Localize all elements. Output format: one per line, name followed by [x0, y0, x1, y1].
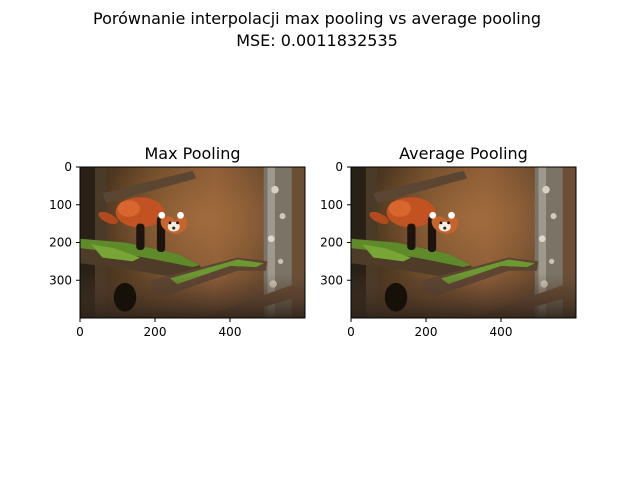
figure-title: Porównanie interpolacji max pooling vs a… — [93, 9, 541, 28]
x-tick-label: 200 — [144, 325, 167, 339]
y-tick-label: 0 — [335, 160, 343, 174]
axes-max-pooling: Max Pooling 0 200 400 0 100 200 300 — [49, 144, 306, 339]
y-tick-label: 200 — [49, 236, 72, 250]
image-max-pooling — [80, 167, 305, 318]
image-average-pooling — [351, 167, 576, 318]
y-tick-label: 300 — [49, 273, 72, 287]
y-tick-label: 0 — [64, 160, 72, 174]
y-tick-label: 200 — [320, 236, 343, 250]
x-tick-label: 0 — [76, 325, 84, 339]
figure-subtitle-mse: MSE: 0.0011832535 — [236, 31, 398, 50]
axes-title-average-pooling: Average Pooling — [399, 144, 528, 163]
x-tick-label: 400 — [219, 325, 242, 339]
ticks-average-pooling: 0 200 400 0 100 200 300 — [320, 160, 512, 339]
x-tick-label: 200 — [415, 325, 438, 339]
axes-average-pooling: Average Pooling 0 200 400 0 100 200 300 — [320, 144, 577, 339]
x-tick-label: 0 — [347, 325, 355, 339]
y-tick-label: 100 — [320, 198, 343, 212]
axes-title-max-pooling: Max Pooling — [144, 144, 240, 163]
y-tick-label: 300 — [320, 273, 343, 287]
ticks-max-pooling: 0 200 400 0 100 200 300 — [49, 160, 241, 339]
y-tick-label: 100 — [49, 198, 72, 212]
x-tick-label: 400 — [490, 325, 513, 339]
